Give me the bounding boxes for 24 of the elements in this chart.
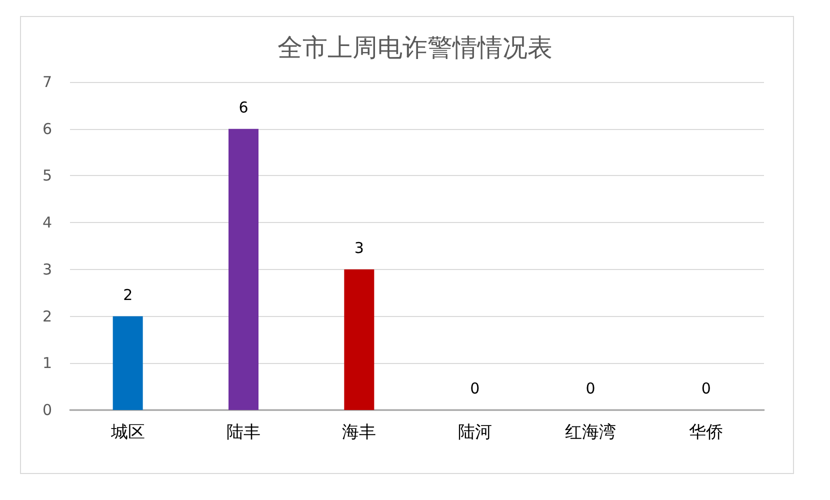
y-tick-label: 1 xyxy=(42,354,52,372)
y-tick-label: 5 xyxy=(42,166,52,185)
y-tick-label: 0 xyxy=(42,401,52,419)
x-tick-label: 陆河 xyxy=(458,422,492,442)
chart-title: 全市上周电诈警情情况表 xyxy=(278,33,552,62)
y-tick-label: 3 xyxy=(42,260,52,278)
data-label: 3 xyxy=(354,238,364,257)
x-tick-label: 陆丰 xyxy=(226,422,260,442)
x-tick-label: 华侨 xyxy=(689,422,724,442)
bar xyxy=(112,316,143,410)
y-tick-label: 2 xyxy=(42,307,52,326)
y-tick-label: 6 xyxy=(42,120,52,138)
x-tick-label: 海丰 xyxy=(342,422,376,442)
data-label: 6 xyxy=(238,98,248,116)
data-label: 2 xyxy=(123,286,133,304)
x-tick-label: 红海湾 xyxy=(565,422,616,442)
bar xyxy=(344,269,374,410)
data-label: 0 xyxy=(470,380,480,398)
x-tick-label: 城区 xyxy=(110,422,145,442)
data-label: 0 xyxy=(701,380,711,398)
data-label: 0 xyxy=(586,380,596,398)
y-tick-label: 7 xyxy=(42,73,52,91)
y-tick-label: 4 xyxy=(42,214,52,232)
bar xyxy=(228,128,258,410)
